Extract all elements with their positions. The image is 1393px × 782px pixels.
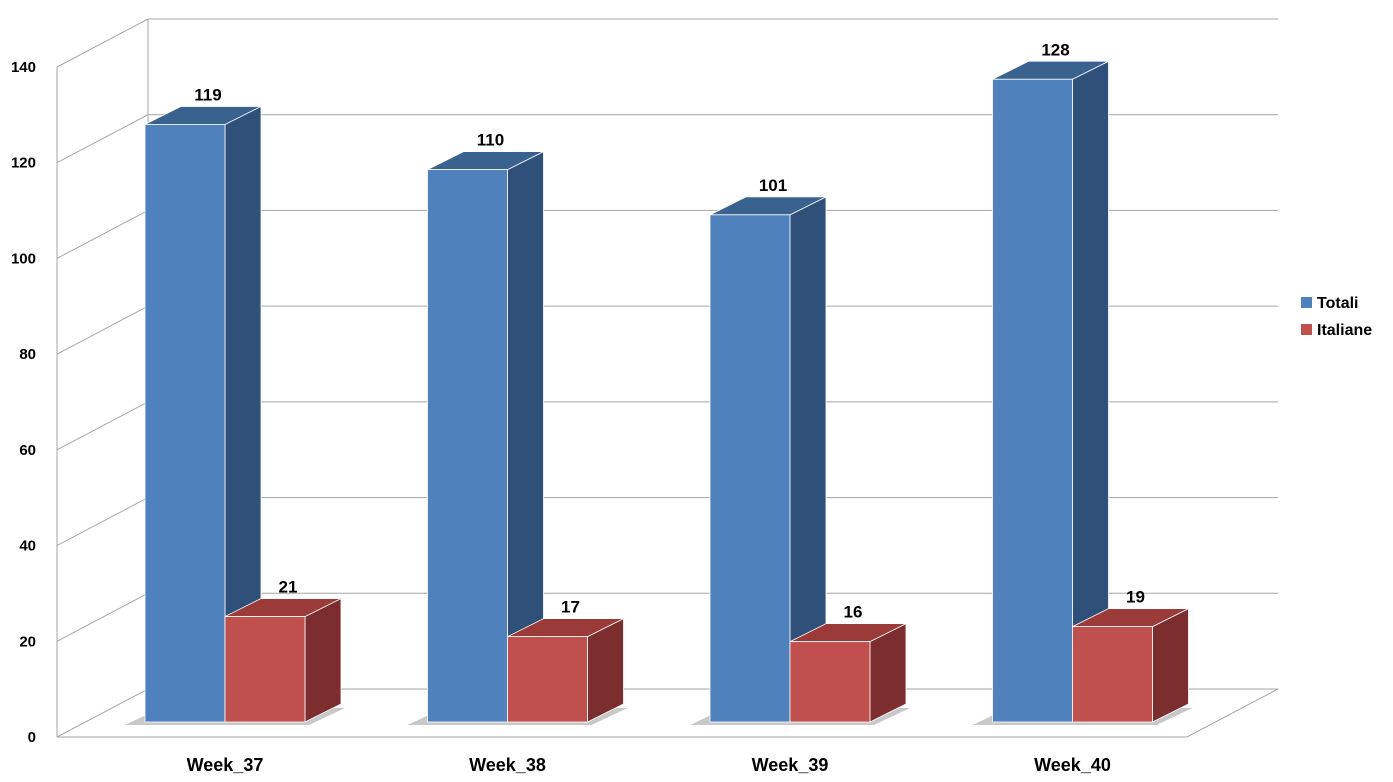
y-tick-label: 40 (19, 538, 36, 555)
legend: Totali Italiane (1301, 295, 1372, 339)
bar (992, 78, 1073, 723)
gridline-side (56, 401, 149, 451)
bar (709, 214, 791, 723)
floor (56, 688, 1279, 738)
data-label: 16 (844, 603, 863, 622)
y-tick-label: 20 (19, 633, 36, 650)
bar (507, 636, 588, 723)
data-label: 101 (759, 176, 787, 195)
bar (427, 169, 508, 723)
data-label: 128 (1041, 40, 1069, 59)
y-tick-label: 0 (28, 729, 36, 746)
bar (144, 124, 226, 723)
bar-side (1152, 607, 1189, 723)
gridline-side (56, 497, 149, 547)
y-tick-label: 120 (11, 155, 36, 172)
bar (789, 641, 871, 723)
x-tick-label: Week_39 (752, 755, 829, 775)
y-tick-label: 140 (11, 59, 36, 76)
y-axis: 0 20 40 60 80 100 120 140 (11, 59, 36, 746)
legend-label: Italiane (1317, 322, 1372, 339)
data-label: 19 (1126, 588, 1145, 607)
y-tick-label: 100 (11, 250, 36, 267)
bar (1072, 626, 1153, 723)
data-label: 17 (561, 598, 580, 617)
data-label: 110 (477, 131, 504, 150)
legend-label: Totali (1317, 295, 1358, 312)
gridline-side (56, 592, 149, 642)
data-label: 21 (279, 578, 298, 597)
data-label: 119 (194, 85, 221, 104)
x-tick-label: Week_38 (469, 755, 546, 775)
legend-swatch (1301, 324, 1312, 335)
y-tick-label: 60 (19, 442, 36, 459)
x-axis: Week_37 Week_38 Week_39 Week_40 (187, 755, 1111, 775)
x-tick-label: Week_40 (1034, 755, 1111, 775)
bar (224, 616, 306, 723)
gridline-side (56, 305, 149, 355)
y-tick-label: 80 (19, 346, 36, 363)
gridline-side (56, 209, 149, 259)
x-tick-label: Week_37 (187, 755, 264, 775)
legend-swatch (1301, 297, 1312, 308)
bar-side (304, 597, 342, 723)
gridline-side (56, 18, 149, 68)
bars: 119 21 110 17 101 16 128 19 (144, 40, 1189, 723)
gridline-side (56, 114, 149, 164)
